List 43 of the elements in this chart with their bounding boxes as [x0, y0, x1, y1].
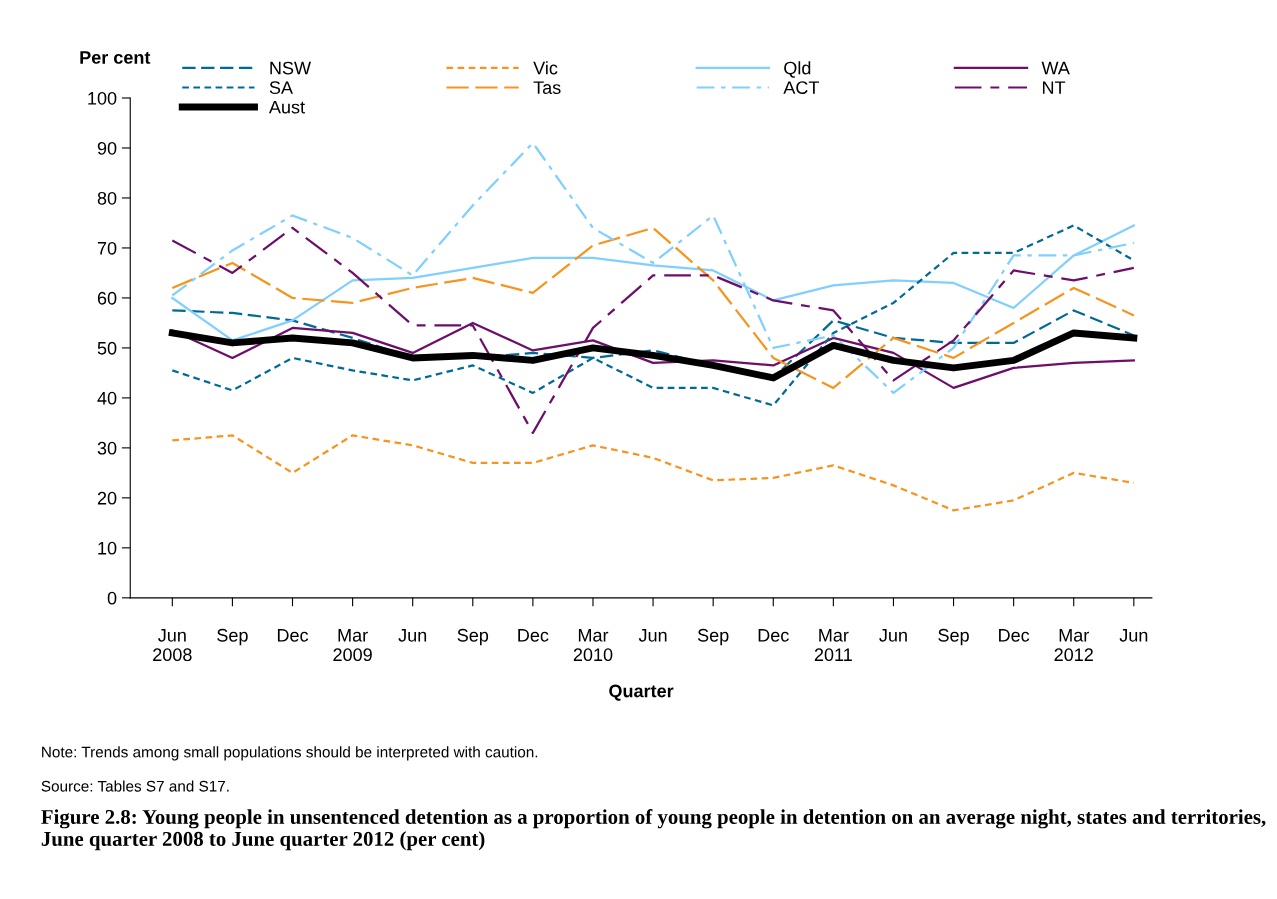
x-tick-label: Dec [277, 629, 309, 642]
y-tick-label: 20 [97, 491, 117, 505]
x-tick-label: Jun [638, 629, 667, 642]
x-tick-label: Jun [1119, 629, 1148, 642]
legend-label: NSW [270, 61, 311, 75]
legend-label: Tas [533, 81, 561, 94]
x-tick-label: Sep [457, 628, 489, 646]
x-tick-label: Mar 2012 [1054, 629, 1093, 662]
legend-label: ACT [783, 81, 820, 94]
y-tick-label: 60 [97, 291, 117, 305]
x-tick-label: Sep [697, 628, 729, 646]
x-tick-label: Sep [217, 628, 248, 646]
x-tick-label: Mar 2010 [573, 629, 613, 662]
y-tick-label: 10 [98, 541, 117, 555]
source-note: Source: Tables S7 and S17. [41, 780, 229, 792]
x-tick-label: Mar 2009 [333, 629, 372, 662]
y-tick-label: 100 [88, 91, 117, 105]
y-tick-label: 50 [97, 341, 117, 355]
y-tick-label: 70 [97, 241, 117, 255]
text: Figure 2.8: Young people in unsentenced detention as a proportion of young people in detention on an average night, states and territories, June quarter 2008 to June quarter 2012 (per cent) [41, 809, 1266, 851]
y-tick-label: 90 [97, 141, 117, 155]
x-axis-title: Quarter [609, 684, 674, 701]
legend-label: SA [269, 81, 293, 94]
line-series [171, 434, 1135, 512]
y-tick-label: 30 [97, 441, 117, 455]
legend-label: Aust [268, 100, 305, 114]
x-tick-label: Sep [938, 628, 969, 646]
y-tick-label: 80 [97, 191, 117, 205]
legend-label: Qld [784, 61, 811, 78]
legend-label: NT [1042, 81, 1066, 94]
x-tick-label: Dec [758, 629, 789, 642]
y-axis-title: Per cent [80, 51, 151, 64]
y-tick-label: 40 [97, 391, 117, 405]
text: Note: Trends among small populations should be interpreted with caution. [42, 746, 538, 761]
legend-label: Vic [533, 61, 558, 75]
x-tick-label: Dec [518, 629, 549, 642]
x-tick-label: Jun [879, 629, 907, 642]
x-tick-label: Jun [398, 629, 427, 642]
legend-label: WA [1041, 61, 1070, 75]
x-tick-label: Mar 2011 [814, 629, 852, 662]
y-tick-label: 0 [107, 591, 117, 605]
x-tick-label: Jun 2008 [153, 629, 192, 662]
x-tick-label: Dec [999, 629, 1030, 642]
